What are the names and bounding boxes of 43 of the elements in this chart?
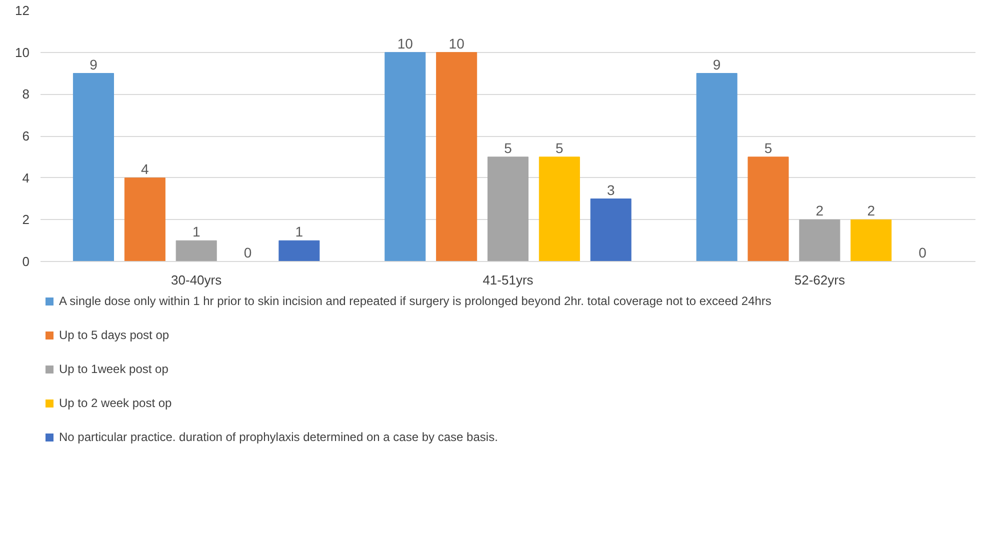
data-label: 5 — [504, 140, 512, 156]
data-label: 9 — [712, 56, 721, 72]
legend-label: No particular practice. duration of prophylaxis determined on a case by case basis. — [59, 430, 498, 444]
data-label: 10 — [397, 35, 414, 52]
bar — [538, 156, 580, 262]
bar — [590, 198, 632, 262]
bar — [748, 156, 789, 262]
x-tick-label: 30-40yrs — [171, 272, 222, 288]
bar — [799, 219, 840, 262]
bar — [487, 156, 529, 262]
y-tick-label: 4 — [22, 170, 30, 186]
bar — [124, 178, 166, 262]
y-tick-label: 2 — [22, 212, 30, 228]
x-tick-label: 52-62yrs — [794, 272, 846, 288]
bar — [696, 73, 738, 262]
data-label: 10 — [448, 35, 465, 52]
data-label: 5 — [764, 140, 772, 156]
data-label: 5 — [556, 140, 564, 156]
y-tick-label: 0 — [22, 254, 30, 269]
y-tick-label: 6 — [22, 128, 30, 144]
x-tick-label: 41-51yrs — [482, 272, 534, 288]
data-label: 1 — [295, 224, 304, 240]
bar — [436, 52, 478, 262]
data-label: 9 — [90, 56, 98, 72]
legend-label: Up to 2 week post op — [59, 396, 172, 410]
data-label: 0 — [244, 244, 252, 260]
legend-label: Up to 5 days post op — [59, 328, 170, 342]
bar — [384, 52, 426, 262]
legend-label: Up to 1week post op — [59, 362, 168, 376]
bar — [850, 219, 892, 262]
legend-label: A single dose only within 1 hr prior to skin incision and repeated if surgery is prolonged beyond 2hr. total coverage not to exceed 24hrs — [59, 294, 772, 308]
data-label: 4 — [141, 160, 150, 177]
y-tick-label: 10 — [15, 44, 30, 60]
data-label: 2 — [867, 202, 876, 219]
data-label: 0 — [918, 244, 927, 260]
data-label: 2 — [816, 202, 824, 219]
bar — [278, 240, 320, 262]
y-tick-label: 8 — [22, 86, 30, 102]
y-tick-label: 12 — [15, 3, 30, 18]
bar — [176, 240, 217, 262]
data-label: 1 — [192, 224, 200, 240]
bar — [72, 73, 114, 262]
data-label: 3 — [606, 182, 615, 198]
